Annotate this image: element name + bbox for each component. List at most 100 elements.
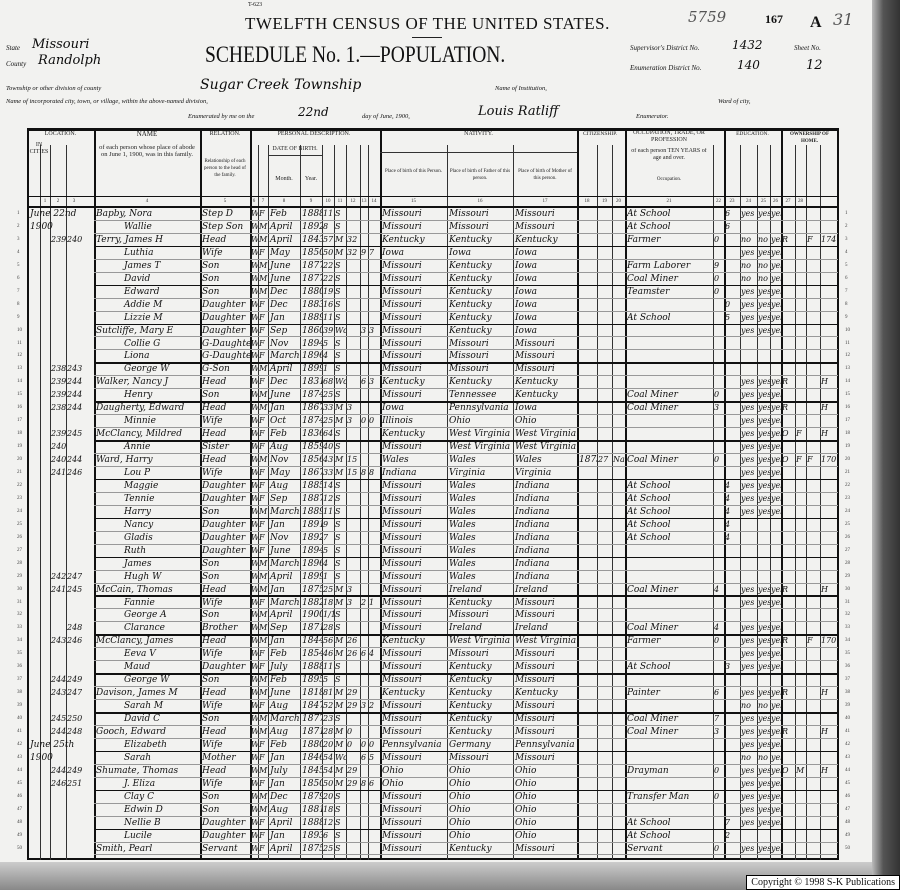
census-title: TWELFTH CENSUS OF THE UNITED STATES. — [245, 14, 610, 33]
cell-month: March — [270, 506, 300, 517]
cell-color: W — [250, 441, 258, 453]
cell-ym: 29 — [347, 778, 358, 788]
line-number-left: 48 — [17, 819, 22, 825]
cell-pb: Missouri — [382, 817, 422, 828]
cell-fm: M — [796, 765, 805, 775]
cell-age: 50 — [323, 778, 334, 788]
cell-pb: Missouri — [382, 299, 422, 310]
cell-fpb: Missouri — [449, 351, 489, 362]
cell-school: 5 — [725, 312, 731, 322]
cell-fpb: Wales — [449, 558, 476, 569]
cell-name: Hugh W — [124, 571, 162, 582]
cell-month: Nov — [270, 338, 289, 349]
cell-rel: Son — [202, 791, 220, 802]
line-number-right: 16 — [845, 405, 850, 411]
cell-pb: Missouri — [382, 597, 422, 608]
cell-sex: F — [259, 739, 265, 749]
column-number: 19 — [602, 199, 607, 204]
cell-age: 11 — [323, 209, 334, 218]
cell-rel: Wife — [202, 468, 223, 478]
cell-cb: 8 — [361, 468, 367, 477]
cell-month: Feb — [270, 209, 287, 219]
cell-pb: Kentucky — [382, 429, 425, 440]
line-number-left: 4 — [17, 249, 20, 255]
line-number-right: 5 — [845, 262, 848, 268]
cell-dw: 241 — [51, 468, 66, 477]
cell-eng: yes — [771, 662, 781, 672]
cell-cb: 3 — [361, 325, 367, 335]
cell-read: yes — [741, 209, 755, 218]
cell-occ: At School — [627, 532, 671, 543]
cell-color: W — [250, 519, 258, 531]
enumeration-label: Enumeration District No. — [630, 64, 702, 72]
cell-age: 8 — [323, 221, 329, 231]
cell-school: 6 — [725, 209, 731, 218]
column-divider — [795, 145, 796, 860]
cell-mpb: Ohio — [515, 804, 537, 815]
cell-color: W — [250, 558, 258, 570]
cell-sex: F — [259, 532, 265, 542]
cell-own: R — [782, 234, 789, 244]
cell-mpb: Iowa — [515, 286, 538, 297]
cell-eng: yes — [771, 752, 781, 762]
cell-mar: S — [335, 623, 341, 633]
cell-fpb: Kentucky — [449, 727, 492, 737]
stamp-number: 5759 — [688, 8, 727, 26]
column-divider — [94, 128, 96, 860]
cell-pb: Missouri — [382, 584, 422, 595]
cell-eng: yes — [771, 403, 781, 413]
cell-mpb: Missouri — [515, 221, 555, 232]
cell-name: Elizabeth — [124, 739, 167, 750]
cell-rel: G-Daughter — [202, 351, 250, 362]
cell-mu: 0 — [714, 843, 720, 853]
cell-age: 5 — [323, 675, 329, 685]
cell-own: R — [782, 688, 789, 698]
cell-own: R — [782, 403, 789, 413]
cell-sex: M — [259, 403, 268, 413]
cell-month: July — [270, 765, 288, 776]
cell-mar: M — [335, 688, 344, 698]
row-rule — [94, 828, 838, 831]
cell-sched: H — [821, 377, 828, 387]
column-divider — [740, 145, 741, 860]
cell-year: 1880 — [302, 286, 322, 297]
cell-sex: M — [259, 714, 268, 724]
township-value: Sugar Creek Township — [200, 77, 362, 93]
cell-eng: yes — [771, 765, 781, 775]
cell-mar: M — [335, 727, 344, 736]
cell-name: Addie M — [124, 299, 163, 310]
cell-pb: Missouri — [382, 442, 422, 453]
row-rule — [94, 595, 838, 597]
row-rule — [94, 336, 838, 338]
cell-mar: S — [335, 209, 341, 218]
cell-fpb: Kentucky — [449, 675, 492, 686]
cell-mar: M — [335, 778, 344, 788]
line-number-left: 9 — [17, 314, 20, 320]
cell-dw: 238 — [51, 403, 66, 413]
cell-year: 1874 — [302, 416, 322, 427]
cell-write: yes — [758, 597, 770, 607]
cell-fam: 245 — [67, 584, 82, 594]
cell-mu: 0 — [714, 636, 720, 646]
cell-name: McCain, Thomas — [96, 584, 173, 595]
cell-dw: 244 — [51, 675, 66, 685]
cell-dw: 244 — [51, 765, 66, 775]
cell-fpb: Kentucky — [449, 843, 492, 854]
cell-mpb: Indiana — [515, 558, 550, 569]
cell-mar: S — [335, 571, 341, 581]
line-number-left: 43 — [17, 754, 22, 760]
cell-age: 33 — [323, 468, 334, 477]
cell-month: March — [270, 597, 300, 608]
cell-eng: yes — [771, 273, 781, 283]
cell-mpb: Kentucky — [515, 377, 558, 388]
cell-mpb: Ohio — [515, 765, 537, 776]
cell-ym: 32 — [347, 247, 358, 257]
column-number: 28 — [798, 199, 803, 204]
cell-sex: F — [259, 325, 265, 335]
header-bottom-rule — [27, 206, 839, 208]
header-relation-desc: Relationship of each person to the head … — [204, 159, 246, 178]
cell-month: Dec — [270, 299, 288, 310]
